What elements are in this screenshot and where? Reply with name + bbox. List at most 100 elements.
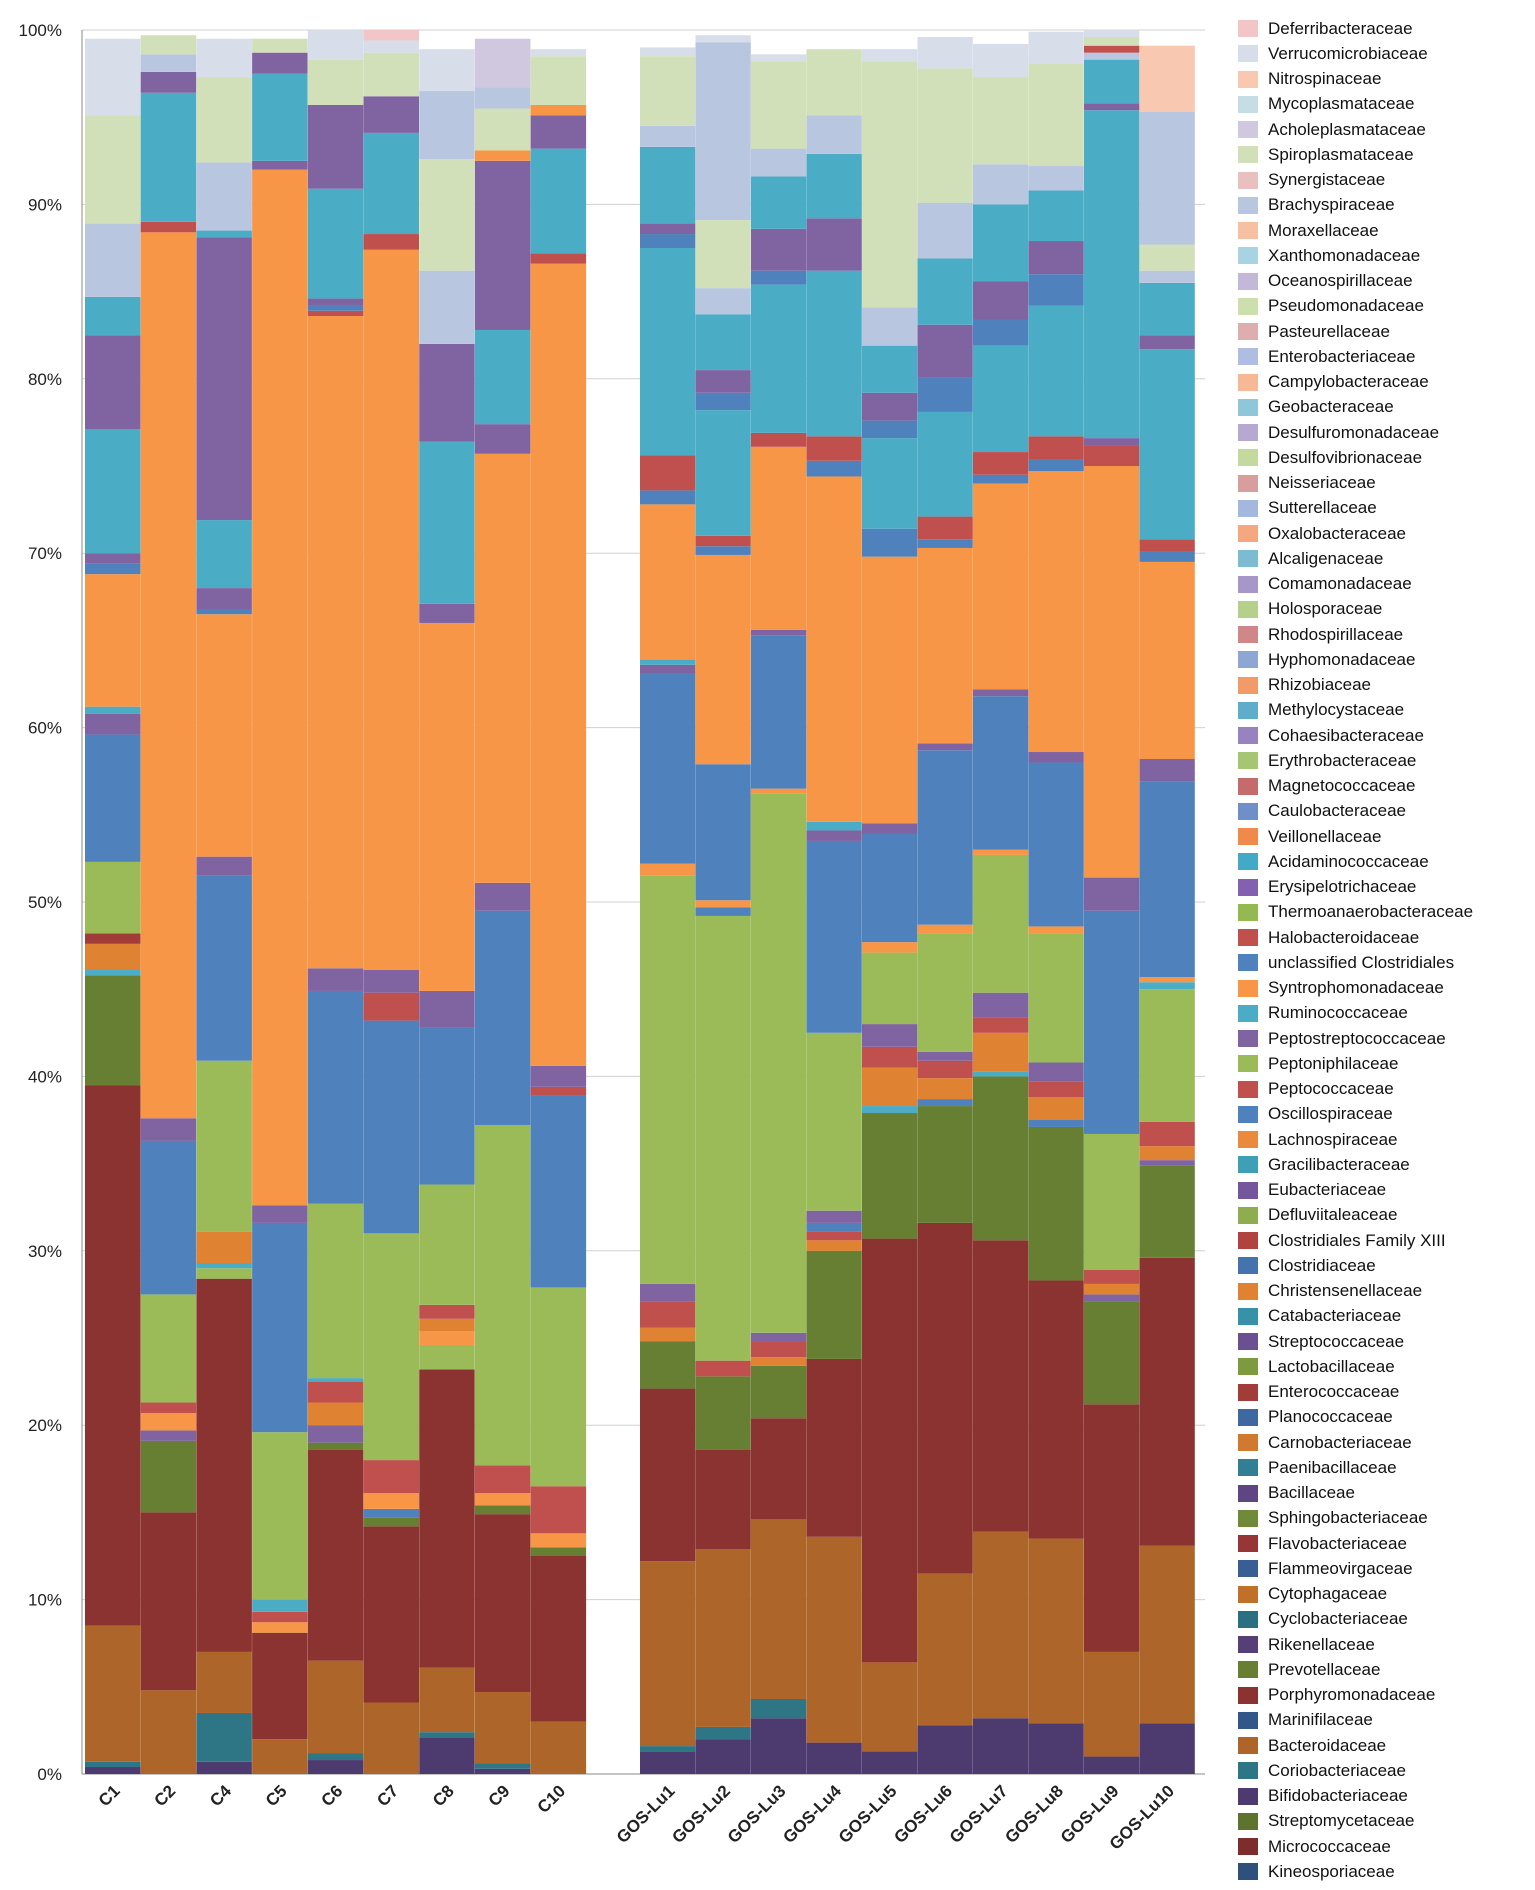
bar-segment — [806, 436, 862, 461]
bar-segment — [917, 547, 973, 744]
bar-segment — [862, 392, 918, 421]
legend-item: Moraxellaceae — [1238, 218, 1528, 243]
bar-segment — [695, 535, 751, 547]
legend-swatch — [1238, 70, 1258, 88]
legend-label: Holosporaceae — [1268, 599, 1383, 619]
bar-segment — [862, 952, 918, 1025]
bar-segment — [307, 1660, 364, 1754]
bar-segment — [640, 234, 696, 248]
bar-segment — [419, 1318, 475, 1332]
bar-segment — [196, 1651, 252, 1713]
bar-segment — [85, 1085, 141, 1626]
bar-segment — [252, 1222, 308, 1433]
legend-swatch — [1238, 853, 1258, 871]
bar-segment — [140, 1294, 197, 1403]
bar-segment — [1084, 1133, 1140, 1270]
legend-label: Syntrophomonadaceae — [1268, 978, 1444, 998]
legend-label: Rikenellaceae — [1268, 1634, 1375, 1654]
bar-segment — [85, 223, 141, 297]
legend-item: Peptostreptococcaceae — [1238, 1026, 1528, 1051]
legend-label: Hyphomonadaceae — [1268, 649, 1416, 669]
bar-segment — [751, 446, 807, 630]
bar-segment — [307, 1760, 364, 1774]
bar-segment — [419, 603, 475, 623]
legend-swatch — [1238, 979, 1258, 997]
bar-segment — [973, 992, 1029, 1018]
bar-segment — [695, 1726, 751, 1740]
bar-gos-lu8 — [1028, 31, 1084, 1774]
bar-segment — [252, 1205, 308, 1223]
bar-segment — [530, 263, 587, 1066]
bar-segment — [530, 148, 587, 254]
bar-segment — [196, 856, 252, 876]
legend-swatch — [1238, 954, 1258, 972]
bar-segment — [806, 115, 862, 154]
legend-swatch — [1238, 247, 1258, 265]
bar-segment — [419, 91, 475, 160]
bar-segment — [640, 455, 696, 491]
bar-segment — [695, 1549, 751, 1727]
bar-segment — [85, 429, 141, 554]
legend-item: Xanthomonadaceae — [1238, 243, 1528, 268]
legend-item: Verrucomicrobiaceae — [1238, 41, 1528, 66]
bar-segment — [140, 1402, 197, 1413]
legend-label: Desulfovibrionaceae — [1268, 447, 1423, 467]
bar-segment — [419, 343, 475, 442]
legend-label: Geobacteraceae — [1268, 397, 1394, 417]
bar-segment — [695, 35, 751, 43]
bar-segment — [973, 696, 1029, 850]
bar-segment — [140, 35, 197, 55]
bar-segment — [474, 910, 531, 1126]
legend-label: Bacteroidaceae — [1268, 1735, 1387, 1755]
bar-segment — [806, 1536, 862, 1743]
bar-segment — [85, 553, 141, 564]
legend-item: Streptococcaceae — [1238, 1329, 1528, 1354]
legend-swatch — [1238, 727, 1258, 745]
legend-item: Campylobacteraceae — [1238, 370, 1528, 395]
bar-segment — [806, 840, 862, 1033]
legend-item: Enterococcaceae — [1238, 1380, 1528, 1405]
bar-segment — [917, 258, 973, 325]
bar-segment — [1139, 349, 1195, 540]
legend-swatch — [1238, 1434, 1258, 1452]
bar-segment — [917, 36, 973, 69]
bar-segment — [1084, 438, 1140, 446]
legend-item: Bifidobacteriaceae — [1238, 1784, 1528, 1809]
legend-item: Caulobacteraceae — [1238, 799, 1528, 824]
legend-label: Ruminococcaceae — [1268, 1003, 1408, 1023]
bar-segment — [862, 1751, 918, 1774]
legend-label: Peptococcaceae — [1268, 1079, 1394, 1099]
legend-label: Synergistaceae — [1268, 170, 1386, 190]
bar-segment — [751, 432, 807, 447]
bar-segment — [862, 307, 918, 346]
legend-swatch — [1238, 1863, 1258, 1881]
x-tick-label: C10 — [534, 1781, 569, 1816]
bar-segment — [363, 96, 419, 133]
bar-segment — [85, 1767, 141, 1774]
legend-label: Enterobacteriaceae — [1268, 346, 1416, 366]
bar-segment — [252, 1622, 308, 1633]
bar-segment — [751, 1718, 807, 1774]
bar-segment — [196, 237, 252, 521]
bar-segment — [1139, 1545, 1195, 1724]
bar-segment — [419, 622, 475, 991]
bar-segment — [363, 970, 419, 993]
bar-gos-lu4 — [806, 49, 862, 1774]
bar-segment — [695, 900, 751, 908]
legend-swatch — [1238, 1004, 1258, 1022]
bar-segment — [917, 933, 973, 1052]
legend-label: Cohaesibacteraceae — [1268, 725, 1424, 745]
legend-label: Campylobacteraceae — [1268, 372, 1429, 392]
legend-swatch — [1238, 1484, 1258, 1502]
bar-segment — [85, 1625, 141, 1762]
bar-segment — [751, 1357, 807, 1366]
bar-segment — [85, 734, 141, 862]
bar-segment — [695, 764, 751, 901]
y-tick-label: 100% — [19, 21, 62, 40]
legend-swatch — [1238, 1358, 1258, 1376]
bar-segment — [530, 56, 587, 105]
legend-label: Cytophagaceae — [1268, 1584, 1388, 1604]
bar-segment — [1139, 1257, 1195, 1546]
bar-segment — [751, 1341, 807, 1358]
bar-segment — [806, 218, 862, 271]
